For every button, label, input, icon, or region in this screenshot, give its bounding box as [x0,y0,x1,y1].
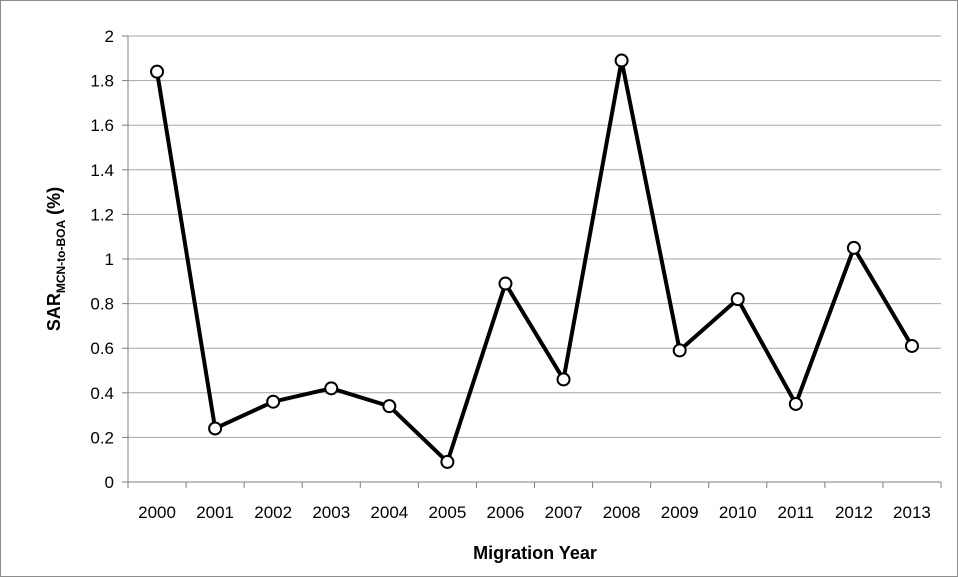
x-tick-label: 2008 [603,503,641,522]
y-tick-label: 0.8 [90,295,114,314]
x-tick-label: 2012 [835,503,873,522]
data-point [498,276,513,291]
data-point [904,338,919,353]
y-tick-label: 1.2 [90,205,114,224]
y-tick-label: 0 [105,473,114,492]
y-tick-label: 1.8 [90,72,114,91]
data-point [440,454,455,469]
axes [122,35,942,488]
y-tick-label: 0.6 [90,339,114,358]
data-point [672,343,687,358]
x-tick-label: 2003 [312,503,350,522]
x-tick-label: 2002 [254,503,292,522]
x-tick-label: 2010 [719,503,757,522]
x-tick-label: 2007 [545,503,583,522]
x-tick-label: 2013 [893,503,931,522]
x-tick-label: 2009 [661,503,699,522]
x-tick-label: 2006 [487,503,525,522]
data-point [208,421,223,436]
y-axis-title-main: SAR [44,293,64,331]
y-tick-label: 2 [105,27,114,46]
x-axis-title: Migration Year [473,543,597,563]
data-point [730,292,745,307]
x-tick-label: 2001 [196,503,234,522]
data-point [614,53,629,68]
x-tick-label: 2004 [370,503,408,522]
y-tick-label: 0.4 [90,384,114,403]
data-point [150,64,165,79]
gridlines [128,35,941,438]
y-tick-label: 1 [105,250,114,269]
y-tick-labels: 0 0.2 0.4 0.6 0.8 1 1.2 1.4 1.6 1.8 2 [90,27,114,492]
data-point [382,399,397,414]
y-axis-title-suffix: (%) [44,187,64,220]
y-axis-title: SARMCN-to-BOA (%) [44,187,68,331]
data-point [556,372,571,387]
y-tick-label: 1.6 [90,116,114,135]
y-axis-title-subscript: MCN-to-BOA [54,220,68,294]
x-tick-label: 2011 [778,503,815,522]
data-point [846,240,861,255]
series-polyline [155,58,914,464]
series-line [155,58,914,464]
data-markers [150,53,919,469]
x-tick-label: 2000 [138,503,176,522]
y-tick-label: 1.4 [90,161,114,180]
data-point [266,394,281,409]
data-point [324,381,339,396]
y-tick-label: 0.2 [90,428,114,447]
data-point [788,396,803,411]
x-tick-labels: 2000 2001 2002 2003 2004 2005 2006 2007 2008 2009… [138,503,931,522]
x-tick-label: 2005 [428,503,466,522]
